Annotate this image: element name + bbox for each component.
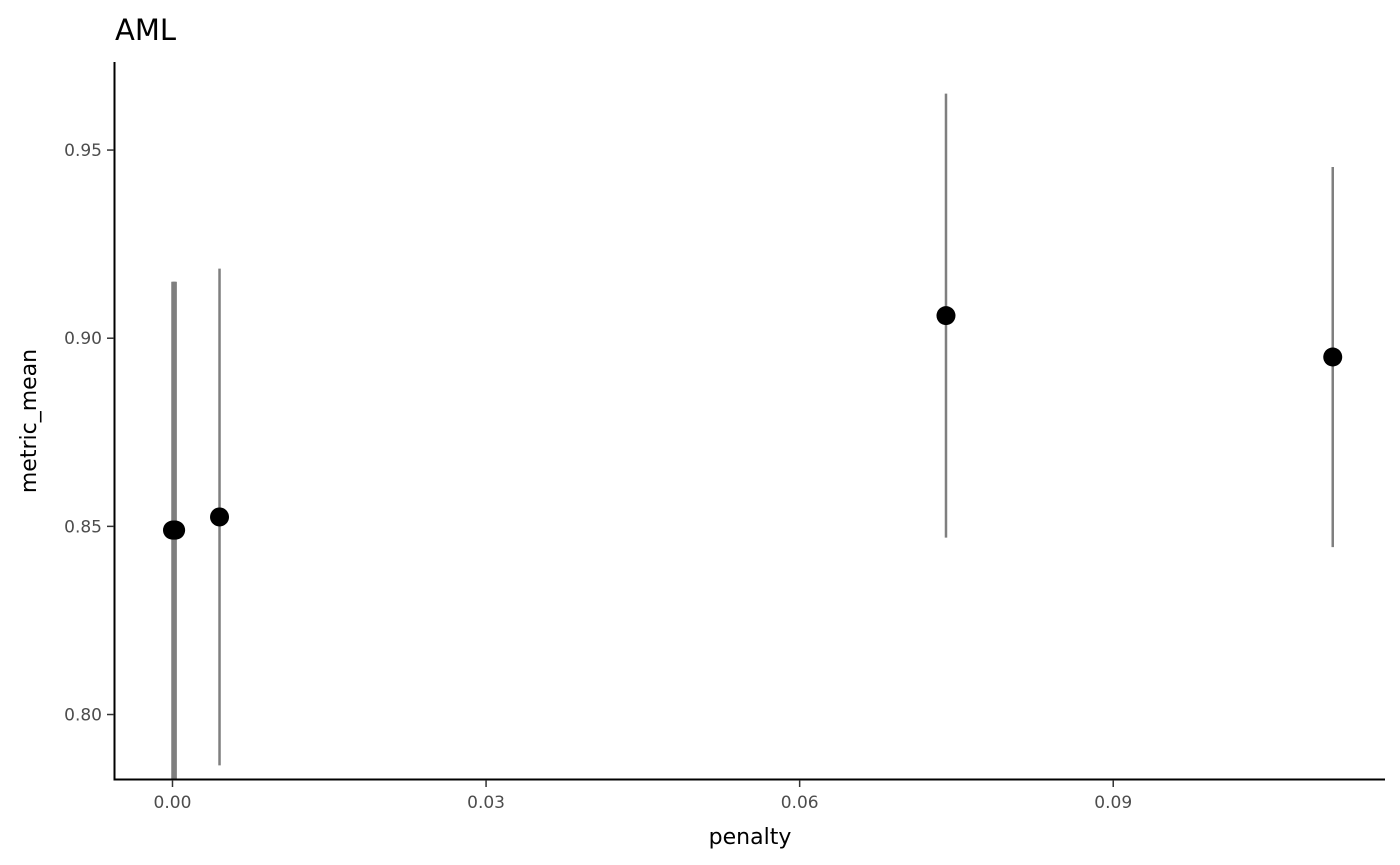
x-tick-label-3: 0.09 bbox=[1094, 793, 1132, 813]
y-tick-label-1: 0.85 bbox=[64, 517, 102, 537]
y-axis-title: metric_mean bbox=[17, 349, 42, 493]
y-tick-label-0: 0.80 bbox=[64, 706, 102, 726]
chart-title: AML bbox=[115, 13, 176, 47]
errorbar-layer bbox=[171, 93, 1334, 779]
x-ticks: 0.00 0.03 0.06 0.09 bbox=[154, 780, 1132, 813]
y-tick-label-2: 0.90 bbox=[64, 329, 102, 349]
x-axis-title: penalty bbox=[709, 825, 792, 850]
x-tick-label-1: 0.03 bbox=[467, 793, 505, 813]
data-point-4 bbox=[210, 507, 230, 527]
data-point-3 bbox=[166, 520, 186, 540]
x-tick-label-0: 0.00 bbox=[154, 793, 192, 813]
y-ticks: 0.80 0.85 0.90 0.95 bbox=[64, 141, 114, 726]
x-tick-label-2: 0.06 bbox=[781, 793, 819, 813]
y-tick-label-3: 0.95 bbox=[64, 141, 102, 161]
point-layer bbox=[162, 306, 1343, 540]
data-point-6 bbox=[1323, 347, 1343, 367]
data-point-5 bbox=[936, 306, 956, 326]
